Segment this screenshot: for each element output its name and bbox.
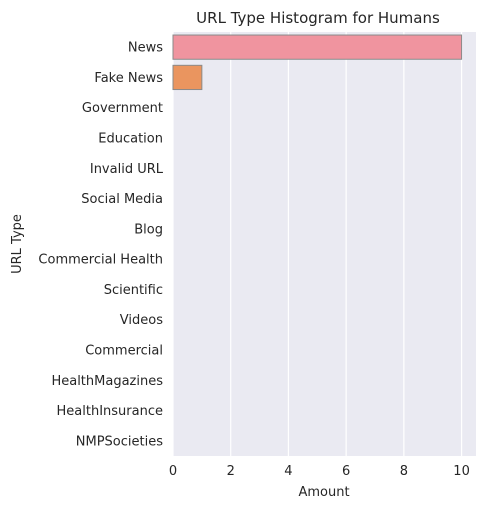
category-label: Social Media [81,192,163,207]
chart-title: URL Type Histogram for Humans [196,9,440,27]
category-label: Scientific [104,283,163,298]
category-label: Videos [120,313,163,328]
x-tick-label: 0 [169,464,177,479]
category-label: Invalid URL [90,162,164,177]
category-label: Education [98,132,163,147]
category-labels: News Fake News Government Education Invalid … [38,41,163,450]
category-label: Blog [134,222,163,237]
bar [172,34,463,60]
y-axis-label: URL Type [10,214,25,274]
x-tick-labels: 0 2 4 6 8 10 [169,464,470,479]
category-label: Government [82,101,163,116]
category-label: HealthMagazines [51,374,163,389]
x-tick-label: 10 [453,464,470,479]
category-label: News [128,41,163,56]
x-tick-label: 6 [342,464,350,479]
bars [172,34,463,91]
category-label: NMPSocieties [76,434,163,449]
x-tick-label: 8 [400,464,408,479]
bar [172,64,203,91]
category-label: Commercial [85,344,163,359]
x-tick-label: 4 [284,464,292,479]
category-label: HealthInsurance [57,404,163,419]
grid-lines [172,32,463,456]
category-label: Commercial Health [38,253,163,268]
x-tick-label: 2 [227,464,235,479]
x-axis-label: Amount [298,485,349,500]
plot-area [173,32,476,456]
category-label: Fake News [94,71,163,86]
